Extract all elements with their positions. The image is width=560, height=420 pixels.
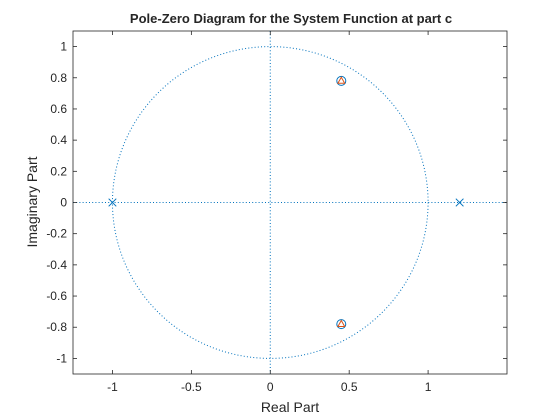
y-axis-label: Imaginary Part (24, 156, 40, 247)
x-axis-label: Real Part (261, 399, 319, 415)
x-tick-label: 0.5 (341, 380, 358, 394)
guide-lines (73, 31, 507, 374)
x-tick-label: -0.5 (181, 380, 202, 394)
triangle-marker (337, 319, 346, 328)
y-tick-label: -0.8 (46, 320, 67, 334)
x-tick-label: 0 (267, 380, 274, 394)
y-tick-label: 0.4 (50, 133, 67, 147)
y-tick-label: -1 (56, 351, 67, 365)
pole-marker (108, 198, 117, 207)
plot-area: -1 -0.5 0 0.5 1 1 0.8 0.6 0.4 0.2 0 -0.2 -0.4 -0.6 -0… (46, 30, 508, 394)
x-tick-label: -1 (107, 380, 118, 394)
y-tick-label: -0.2 (46, 227, 67, 241)
y-tick-label: 1 (60, 40, 67, 54)
pole-marker (455, 198, 464, 207)
y-axis-ticks: 1 0.8 0.6 0.4 0.2 0 -0.2 -0.4 -0.6 -0.8 -1 (46, 40, 507, 365)
x-axis-ticks: -1 -0.5 0 0.5 1 (107, 31, 432, 394)
y-tick-label: 0.6 (50, 102, 67, 116)
chart-title: Pole-Zero Diagram for the System Functio… (130, 11, 452, 26)
y-tick-label: -0.6 (46, 289, 67, 303)
y-tick-label: 0 (60, 196, 67, 210)
y-tick-label: 0.8 (50, 71, 67, 85)
unit-circle (111, 46, 429, 359)
y-tick-label: -0.4 (46, 258, 67, 272)
x-tick-label: 1 (425, 380, 432, 394)
triangle-marker (337, 76, 346, 84)
pole-zero-markers (108, 75, 464, 330)
y-tick-label: 0.2 (50, 164, 67, 178)
